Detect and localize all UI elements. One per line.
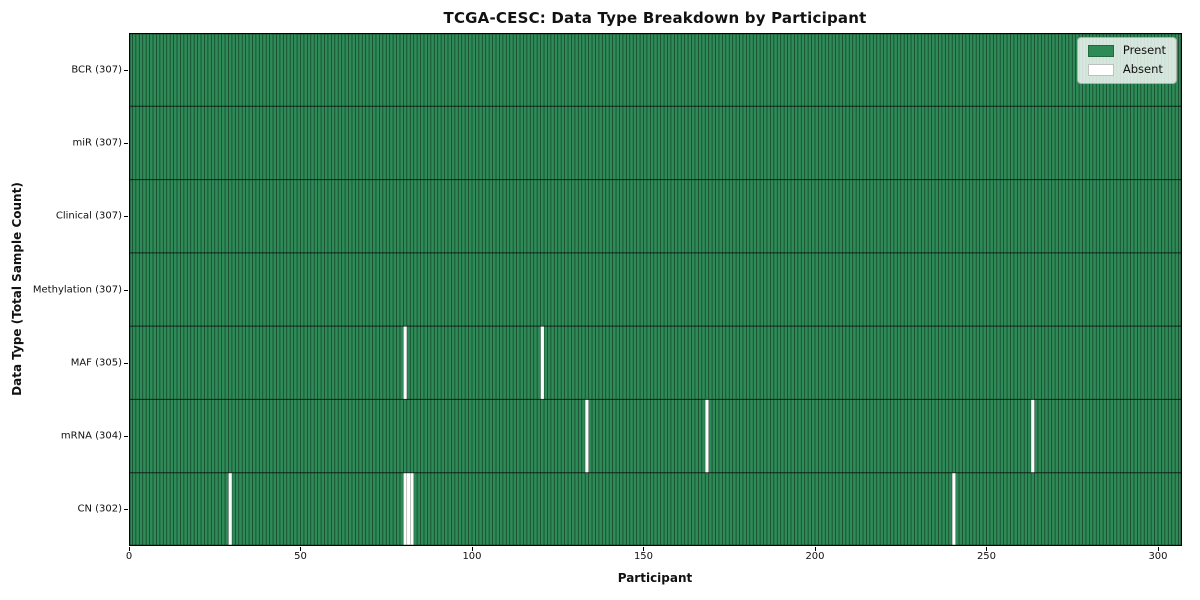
x-axis-label: Participant	[617, 571, 693, 585]
legend: Present Absent	[1076, 37, 1177, 84]
x-tick-label: 100	[462, 551, 482, 562]
legend-label-present: Present	[1122, 43, 1166, 58]
present-swatch	[1087, 45, 1114, 57]
x-tick-mark	[1157, 547, 1159, 551]
absent-bar	[951, 472, 956, 546]
y-tick-label: MAF (305)	[70, 357, 122, 369]
y-tick-label: Methylation (307)	[32, 284, 122, 295]
absent-bar	[540, 325, 545, 400]
absent-bar	[584, 399, 589, 473]
legend-entry-present: Present	[1087, 43, 1166, 58]
y-tick-mark	[124, 142, 128, 144]
absent-bar	[403, 472, 408, 546]
y-tick-label: Clinical (307)	[55, 210, 122, 222]
y-tick-mark	[124, 69, 128, 71]
legend-label-absent: Absent	[1122, 62, 1163, 77]
x-tick-label: 0	[125, 551, 133, 562]
x-tick-label: 150	[633, 551, 654, 562]
absent-bar	[704, 399, 709, 473]
x-tick-mark	[986, 547, 988, 551]
x-tick-mark	[814, 547, 816, 551]
y-tick-label: mRNA (304)	[60, 430, 122, 442]
y-tick-label: BCR (307)	[71, 64, 122, 76]
x-tick-label: 300	[1148, 551, 1168, 562]
y-tick-mark	[124, 436, 128, 438]
y-tick-mark	[124, 289, 128, 291]
absent-bar	[406, 472, 411, 546]
absent-bar	[228, 472, 233, 546]
y-tick-label: miR (307)	[72, 137, 122, 149]
x-tick-label: 200	[805, 551, 825, 562]
x-tick-mark	[300, 547, 302, 551]
legend-entry-absent: Absent	[1087, 62, 1166, 77]
absent-swatch	[1087, 64, 1114, 76]
present-background	[129, 33, 1182, 546]
plot-area: Present Absent	[129, 33, 1182, 546]
x-tick-label: 50	[294, 551, 307, 562]
x-tick-mark	[643, 547, 645, 551]
y-tick-mark	[124, 509, 128, 511]
axes-frame	[129, 33, 1182, 546]
y-tick-label: CN (302)	[77, 503, 122, 515]
absent-bar	[403, 325, 408, 400]
y-tick-mark	[124, 216, 128, 218]
absent-bar	[410, 472, 414, 546]
heatmap-svg	[129, 33, 1182, 546]
absent-bar	[1030, 399, 1035, 473]
y-tick-mark	[124, 362, 128, 364]
x-tick-mark	[129, 547, 130, 551]
x-tick-label: 250	[976, 551, 997, 562]
chart-title: TCGA-CESC: Data Type Breakdown by Partic…	[443, 9, 867, 27]
x-tick-mark	[471, 547, 473, 551]
